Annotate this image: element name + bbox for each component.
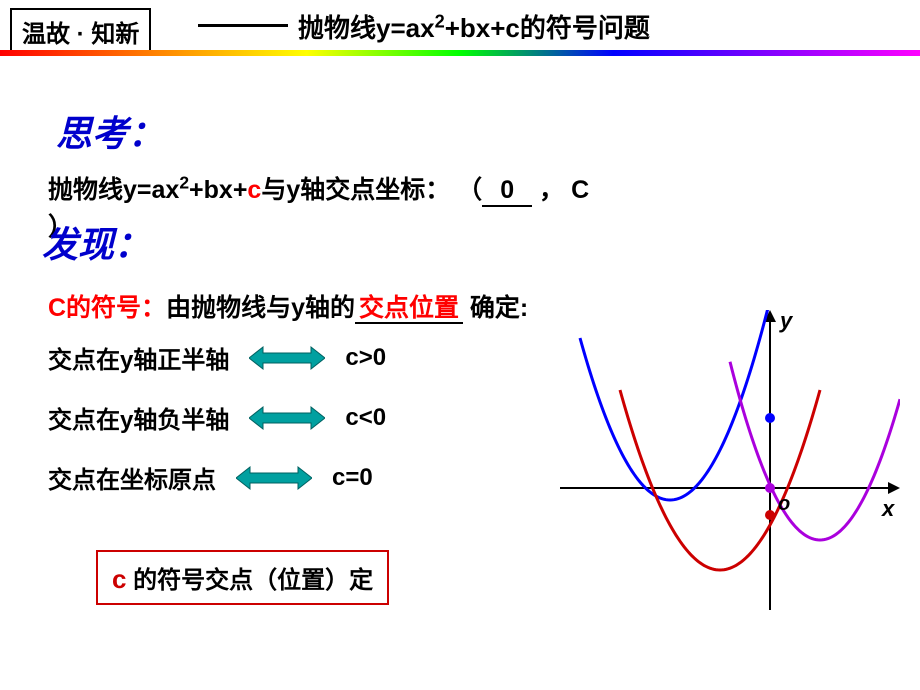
parabola-chart: y x o [560, 310, 900, 610]
rule-right: c<0 [345, 404, 386, 432]
rule-left: 交点在y轴正半轴 [48, 340, 229, 375]
rainbow-divider [0, 50, 920, 56]
svg-text:o: o [778, 493, 790, 515]
header-box: 温故 · 知新 [10, 8, 151, 55]
rule-right: c>0 [345, 344, 386, 372]
rule-row-3: 交点在坐标原点 c=0 [48, 460, 373, 495]
rule-left: 交点在坐标原点 [48, 460, 216, 495]
chart-svg: y x o [560, 310, 900, 610]
rule-row-1: 交点在y轴正半轴 c>0 [48, 340, 386, 375]
fill-position: 交点位置 [355, 294, 463, 324]
header-box-label: 温故 · 知新 [22, 21, 139, 48]
header-title: 抛物线y=ax2+bx+c的符号问题 [298, 8, 650, 45]
rule-row-2: 交点在y轴负半轴 c<0 [48, 400, 386, 435]
svg-text:x: x [881, 496, 895, 521]
double-arrow-icon [249, 404, 325, 432]
rule-left: 交点在y轴负半轴 [48, 400, 229, 435]
heading-think: 思考： [56, 105, 164, 157]
double-arrow-icon [249, 344, 325, 372]
find-line: C的符号：由抛物线与y轴的交点位置 确定: [48, 288, 528, 324]
summary-box: c 的符号交点（位置）定 [96, 550, 389, 605]
double-arrow-icon [236, 464, 312, 492]
heading-find: 发现： [42, 216, 150, 268]
rule-right: c=0 [332, 464, 373, 492]
svg-text:y: y [779, 310, 794, 333]
blank-x: 0 [482, 176, 532, 207]
header-dash [198, 24, 288, 27]
